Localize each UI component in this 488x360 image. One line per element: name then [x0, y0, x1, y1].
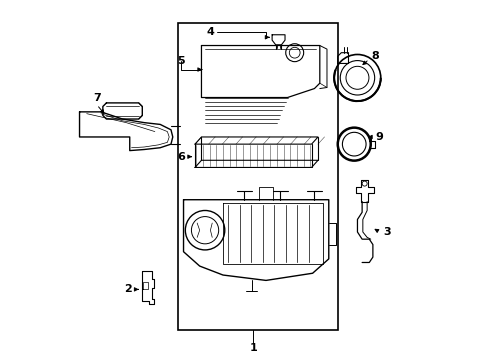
- Text: 9: 9: [374, 132, 382, 142]
- Text: 8: 8: [371, 51, 379, 61]
- Bar: [178, 23, 337, 330]
- Text: 4: 4: [206, 27, 214, 37]
- Text: 2: 2: [124, 284, 132, 294]
- Text: 3: 3: [382, 227, 390, 237]
- Text: 1: 1: [249, 343, 257, 353]
- Text: 5: 5: [177, 56, 184, 66]
- Text: 6: 6: [177, 152, 184, 162]
- Text: 7: 7: [93, 93, 101, 103]
